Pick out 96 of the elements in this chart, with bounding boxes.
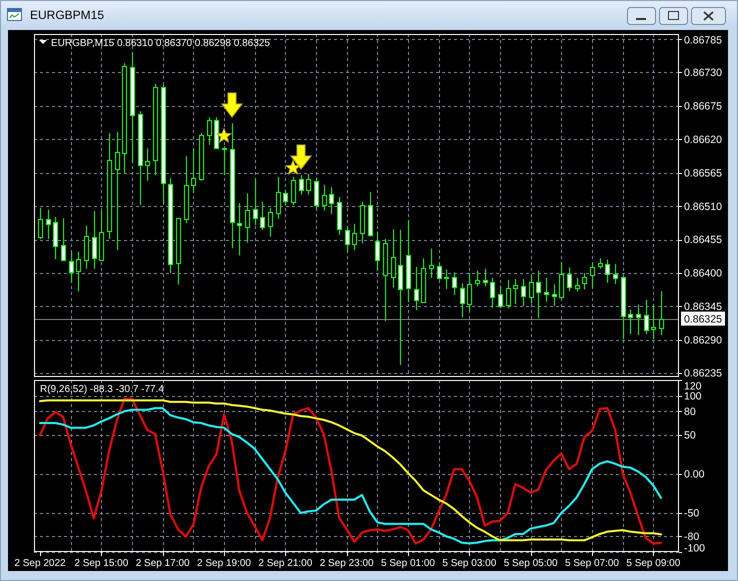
candlestick xyxy=(38,207,43,240)
y-tick-label: 0.86565 xyxy=(684,167,722,180)
candlestick xyxy=(237,202,242,256)
candlestick xyxy=(590,262,595,289)
x-tick-label: 2 Sep 23:00 xyxy=(320,558,374,569)
x-tick-label: 5 Sep 09:00 xyxy=(626,558,681,569)
candlestick xyxy=(644,299,649,334)
candlestick xyxy=(76,251,81,292)
candlestick xyxy=(467,272,472,312)
candlestick xyxy=(536,270,541,319)
candlestick xyxy=(268,207,273,238)
candlestick xyxy=(659,290,664,336)
candlestick xyxy=(559,262,564,298)
candlestick xyxy=(452,272,457,296)
x-tick-label: 5 Sep 07:00 xyxy=(565,558,620,569)
candlestick xyxy=(552,284,557,306)
candlestick xyxy=(651,304,656,340)
candlestick xyxy=(628,308,633,334)
y-tick-label: 80 xyxy=(684,406,696,418)
candlestick xyxy=(483,268,488,287)
candlestick xyxy=(322,184,327,211)
candlestick xyxy=(314,177,319,210)
y-tick-label: 120 xyxy=(684,380,702,393)
y-tick-label: 0.86455 xyxy=(684,234,722,246)
candlestick xyxy=(207,116,212,146)
y-tick-label: 0.86400 xyxy=(684,268,722,280)
candlestick xyxy=(636,304,641,336)
candlestick xyxy=(437,262,442,280)
y-tick-label: 0.86235 xyxy=(684,368,722,380)
candlestick xyxy=(506,279,511,309)
candlestick xyxy=(115,131,120,250)
candlestick xyxy=(46,209,51,240)
y-tick-label: 0.86510 xyxy=(684,200,722,213)
y-tick-label: 100 xyxy=(684,390,702,402)
x-tick-label: 2 Sep 21:00 xyxy=(258,558,313,569)
candlestick xyxy=(53,216,58,260)
candlestick xyxy=(299,174,304,196)
candlestick xyxy=(598,258,603,270)
candlestick xyxy=(567,267,572,292)
candlestick xyxy=(61,218,66,262)
candlestick xyxy=(145,148,150,182)
candlestick xyxy=(429,248,434,278)
candlestick xyxy=(475,270,480,287)
y-tick-label: 0.00 xyxy=(684,468,705,480)
candlestick xyxy=(414,266,419,311)
candlestick xyxy=(260,201,265,230)
chart-subtitle: EURGBP,M15 0.86310 0.86370 0.86298 0.86325 xyxy=(51,38,270,49)
ref-line-label: 0.86325 xyxy=(684,313,722,326)
candlestick xyxy=(345,226,350,253)
candlestick xyxy=(575,277,580,292)
candlestick xyxy=(283,189,288,206)
candlestick xyxy=(613,263,618,284)
candlestick xyxy=(276,176,281,220)
candlestick xyxy=(306,173,311,196)
candlestick xyxy=(498,285,503,309)
y-tick-label: 0.86345 xyxy=(684,301,722,314)
x-tick-label: 2 Sep 15:00 xyxy=(74,558,129,569)
y-tick-label: -80 xyxy=(684,531,700,544)
candlestick xyxy=(544,277,549,302)
candlestick xyxy=(460,282,465,318)
x-tick-label: 2 Sep 19:00 xyxy=(197,558,252,569)
candlestick xyxy=(529,274,534,304)
candlestick xyxy=(352,223,357,250)
candlestick xyxy=(222,146,227,176)
y-tick-label: 0.86620 xyxy=(684,134,722,146)
chart-title: EURGBPM15 xyxy=(30,8,104,22)
candlestick xyxy=(69,251,74,283)
candlestick xyxy=(245,192,250,244)
candlestick xyxy=(191,148,196,194)
candlestick xyxy=(521,278,526,306)
candlestick xyxy=(291,176,296,206)
candlestick xyxy=(253,178,258,226)
y-tick-label: 0.86730 xyxy=(684,66,722,79)
x-tick-label: 5 Sep 05:00 xyxy=(504,558,558,569)
x-tick-label: 5 Sep 03:00 xyxy=(442,558,497,569)
candlestick xyxy=(605,259,610,284)
candlestick xyxy=(329,186,334,215)
chart-title: R(9,26,52) -88.3 -30.7 -77.4 xyxy=(40,384,164,395)
y-tick-label: 0.86785 xyxy=(684,34,722,47)
candlestick xyxy=(513,278,518,305)
x-tick-label: 5 Sep 01:00 xyxy=(381,558,436,569)
candlestick xyxy=(582,272,587,290)
y-tick-label: 0.86290 xyxy=(684,334,722,347)
candlestick xyxy=(92,210,97,270)
y-tick-label: 50 xyxy=(684,429,696,442)
x-tick-label: 2 Sep 17:00 xyxy=(136,558,190,569)
y-tick-label: -50 xyxy=(684,508,700,520)
candlestick xyxy=(490,277,495,308)
candlestick xyxy=(444,268,449,290)
candlestick xyxy=(398,229,403,366)
y-tick-label: 0.86675 xyxy=(684,100,722,112)
y-tick-label: -100 xyxy=(684,542,706,555)
x-tick-label: 2 Sep 2022 xyxy=(14,558,66,569)
candlestick xyxy=(375,231,380,270)
candlestick xyxy=(84,225,89,270)
candlestick xyxy=(391,228,396,288)
